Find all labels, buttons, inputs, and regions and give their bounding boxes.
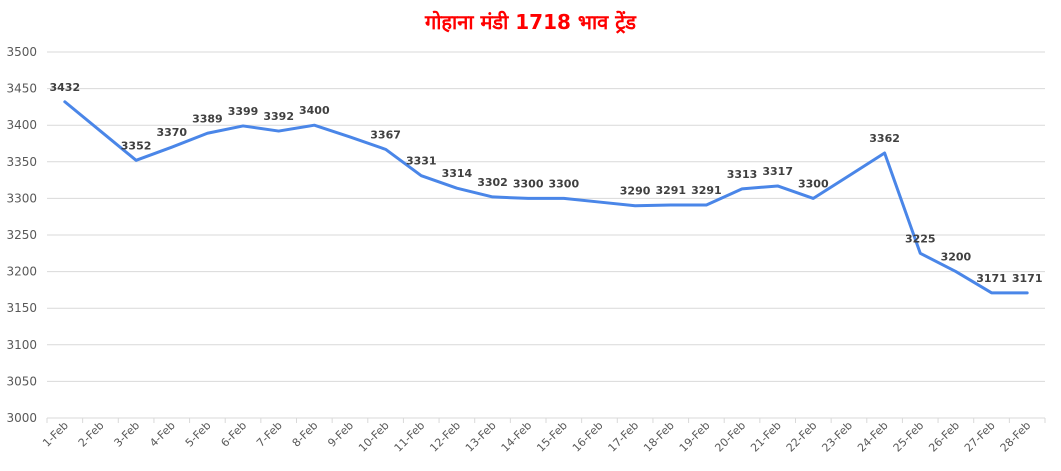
data-label: 3392 — [263, 110, 294, 123]
x-tick-label: 13-Feb — [463, 419, 499, 455]
data-label: 3317 — [762, 165, 793, 178]
x-tick-label: 4-Feb — [147, 419, 178, 450]
y-tick-label: 3250 — [6, 228, 37, 242]
data-label: 3400 — [299, 104, 330, 117]
x-tick-label: 7-Feb — [254, 419, 285, 450]
x-tick-label: 20-Feb — [712, 419, 748, 455]
y-tick-label: 3300 — [6, 191, 37, 205]
y-tick-label: 3400 — [6, 118, 37, 132]
x-tick-label: 16-Feb — [570, 419, 606, 455]
series-line — [63, 100, 1029, 295]
data-label: 3362 — [869, 132, 900, 145]
x-tick-label: 14-Feb — [499, 419, 535, 455]
data-label: 3399 — [228, 105, 259, 118]
y-tick-label: 3000 — [6, 411, 37, 425]
x-tick-label: 5-Feb — [183, 419, 214, 450]
x-tick-label: 23-Feb — [819, 419, 855, 455]
data-label: 3171 — [976, 272, 1007, 285]
x-tick-label: 9-Feb — [325, 419, 356, 450]
data-label: 3352 — [121, 139, 152, 152]
y-tick-label: 3500 — [6, 45, 37, 59]
chart-title: गोहाना मंडी 1718 भाव ट्रेंड — [424, 10, 636, 34]
data-label: 3389 — [192, 112, 223, 125]
x-tick-label: 11-Feb — [392, 419, 428, 455]
data-label: 3370 — [156, 126, 187, 139]
y-tick-label: 3100 — [6, 338, 37, 352]
data-label: 3300 — [513, 177, 544, 190]
data-label: 3290 — [620, 185, 651, 198]
y-tick-label: 3350 — [6, 155, 37, 169]
x-tick-label: 28-Feb — [998, 419, 1034, 455]
data-label: 3331 — [406, 155, 437, 168]
x-tick-label: 24-Feb — [855, 419, 891, 455]
data-label: 3314 — [442, 167, 473, 180]
x-tick-label: 1-Feb — [40, 419, 71, 450]
data-label: 3300 — [549, 177, 580, 190]
x-tick-label: 6-Feb — [218, 419, 249, 450]
data-label: 3313 — [727, 168, 758, 181]
x-tick-label: 12-Feb — [427, 419, 463, 455]
data-label: 3300 — [798, 177, 829, 190]
x-tick-label: 22-Feb — [784, 419, 820, 455]
y-tick-label: 3150 — [6, 301, 37, 315]
data-label: 3200 — [941, 251, 972, 264]
data-label: 3367 — [370, 128, 401, 141]
x-tick-label: 19-Feb — [677, 419, 713, 455]
x-tick-label: 25-Feb — [891, 419, 927, 455]
x-tick-label: 26-Feb — [926, 419, 962, 455]
x-tick-label: 17-Feb — [606, 419, 642, 455]
x-tick-label: 8-Feb — [290, 419, 321, 450]
data-label: 3432 — [50, 81, 81, 94]
x-tick-label: 18-Feb — [641, 419, 677, 455]
x-tick-label: 15-Feb — [534, 419, 570, 455]
data-label: 3302 — [477, 176, 508, 189]
x-tick-label: 2-Feb — [76, 419, 107, 450]
y-tick-label: 3450 — [6, 82, 37, 96]
x-tick-label: 3-Feb — [112, 419, 143, 450]
data-label: 3291 — [691, 184, 722, 197]
y-tick-label: 3200 — [6, 265, 37, 279]
x-tick-label: 10-Feb — [356, 419, 392, 455]
data-label: 3171 — [1012, 272, 1043, 285]
data-label: 3291 — [655, 184, 686, 197]
y-tick-label: 3050 — [6, 374, 37, 388]
x-tick-label: 21-Feb — [748, 419, 784, 455]
data-label: 3225 — [905, 232, 936, 245]
x-tick-label: 27-Feb — [962, 419, 998, 455]
